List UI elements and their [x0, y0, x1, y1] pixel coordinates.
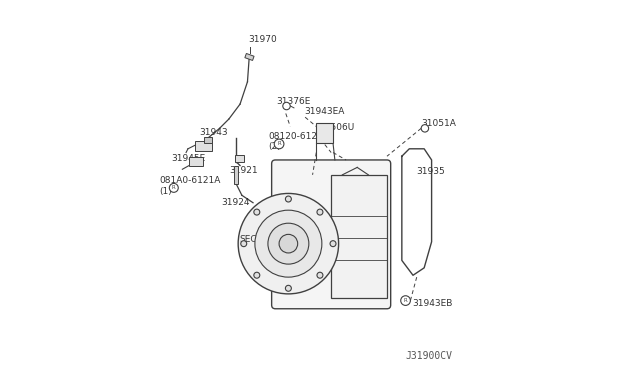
Circle shape — [255, 210, 322, 277]
Text: R: R — [277, 141, 281, 147]
Circle shape — [421, 125, 429, 132]
Text: 31506U: 31506U — [319, 123, 355, 132]
Bar — [195, 141, 212, 151]
Circle shape — [238, 193, 339, 294]
Text: 31943EA: 31943EA — [304, 107, 344, 116]
Bar — [189, 157, 203, 166]
Circle shape — [330, 241, 336, 247]
Text: 31970: 31970 — [248, 35, 277, 44]
Text: 08120-61220
(2): 08120-61220 (2) — [268, 132, 328, 151]
Text: 31943: 31943 — [199, 128, 228, 137]
Circle shape — [283, 102, 291, 110]
Text: 31051A: 31051A — [422, 119, 456, 128]
Bar — [331, 175, 387, 298]
Circle shape — [401, 296, 410, 305]
Circle shape — [317, 209, 323, 215]
Text: R: R — [172, 185, 175, 190]
Text: 31924: 31924 — [221, 198, 250, 207]
Text: 31943EB: 31943EB — [412, 299, 452, 308]
Text: 31921: 31921 — [229, 166, 257, 174]
Circle shape — [268, 223, 309, 264]
Text: 31945E: 31945E — [172, 154, 205, 163]
Circle shape — [285, 196, 291, 202]
Text: 31935: 31935 — [416, 167, 445, 176]
Text: 081A0-6121A
(1): 081A0-6121A (1) — [159, 176, 221, 196]
Circle shape — [317, 272, 323, 278]
Bar — [234, 166, 238, 184]
Circle shape — [279, 234, 298, 253]
Bar — [235, 155, 244, 162]
Circle shape — [285, 285, 291, 291]
Bar — [316, 123, 333, 143]
Text: R: R — [404, 298, 408, 303]
Bar — [245, 54, 254, 61]
Circle shape — [254, 209, 260, 215]
Circle shape — [170, 183, 179, 192]
Text: 31376E: 31376E — [276, 97, 310, 106]
Text: J31900CV: J31900CV — [405, 351, 452, 361]
Circle shape — [275, 139, 284, 149]
Bar — [204, 137, 212, 143]
Circle shape — [254, 272, 260, 278]
Circle shape — [241, 241, 246, 247]
Text: SEC.310: SEC.310 — [239, 235, 277, 244]
FancyBboxPatch shape — [271, 160, 390, 309]
